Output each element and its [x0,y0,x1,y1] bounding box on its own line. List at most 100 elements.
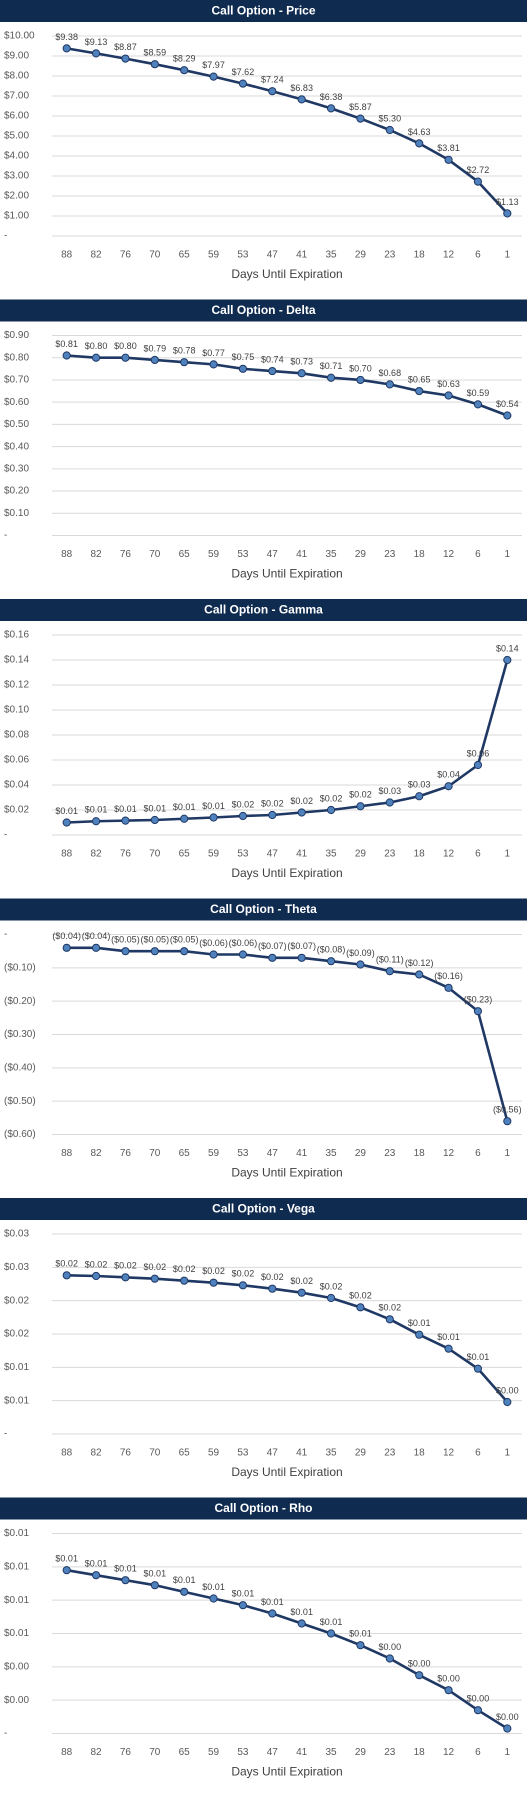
value-label: $9.38 [55,32,78,42]
x-tick-label: 65 [179,849,191,860]
data-point [238,950,248,959]
data-point [180,66,189,75]
x-tick-label: 12 [443,1148,455,1159]
y-tick-label: $5.00 [4,131,29,142]
value-label: ($0.05) [111,935,140,945]
y-tick-label: ($0.50) [4,1096,36,1107]
chart-title: Call Option - Delta [211,303,315,317]
value-label: $0.54 [496,399,519,409]
data-point [150,1274,159,1283]
data-point [297,1288,306,1297]
value-label: $0.01 [114,804,137,814]
data-point [444,983,453,992]
y-tick-label: $0.01 [4,1595,29,1606]
y-tick-label: $0.80 [4,352,29,363]
data-point [91,353,101,362]
y-tick-label: ($0.10) [4,962,36,973]
data-point [326,805,336,815]
data-point [444,155,453,164]
data-point [415,1671,424,1680]
value-label: $0.02 [114,1261,137,1271]
x-tick-label: 18 [414,1747,426,1758]
y-tick-label: $10.00 [4,31,35,42]
title-bar [0,599,527,621]
data-line [66,47,509,215]
data-point [121,1576,130,1585]
data-point [62,1566,71,1575]
data-point [297,369,306,378]
value-label: $0.01 [437,1332,460,1342]
data-point [473,177,483,186]
x-tick-label: 65 [179,250,191,261]
y-tick-label: $0.70 [4,375,29,386]
data-point [238,1281,248,1290]
x-tick-label: 53 [237,549,249,560]
value-label: $0.01 [144,803,167,813]
data-point [150,947,159,956]
value-label: $0.01 [55,1554,78,1564]
data-point [150,815,159,825]
data-point [356,1641,365,1650]
value-label: ($0.05) [141,935,170,945]
y-tick-label: - [4,1728,7,1739]
x-tick-label: 6 [475,849,481,860]
x-tick-label: 23 [384,549,396,560]
value-label: ($0.56) [493,1105,522,1115]
data-point [473,1007,483,1016]
x-tick-label: 6 [475,250,481,261]
value-label: $0.02 [320,793,343,803]
data-point [356,802,365,811]
y-tick-label: $9.00 [4,51,29,62]
data-point [180,1587,189,1596]
x-tick-label: 18 [414,549,426,560]
data-point [444,782,453,791]
x-tick-label: 41 [296,1448,308,1459]
data-line [66,946,509,1122]
y-tick-label: $0.10 [4,508,29,519]
x-tick-label: 41 [296,1747,308,1758]
data-point [91,817,101,826]
value-label: $0.02 [173,1264,196,1274]
x-tick-label: 35 [326,250,338,261]
x-tick-label: 29 [355,549,367,560]
y-tick-label: $4.00 [4,151,29,162]
chart: Call Option - Price - $1.00 $2.00 $3.00 $4.00… [0,0,527,281]
x-tick-label: 23 [384,1148,396,1159]
x-tick-label: 18 [414,250,426,261]
data-point [503,411,512,420]
x-tick-label: 70 [149,250,161,261]
value-label: $0.02 [349,790,372,800]
data-point [209,1594,218,1603]
value-label: $0.00 [496,1385,519,1395]
value-label: $0.01 [202,1582,225,1592]
value-label: $0.68 [379,368,402,378]
value-label: ($0.07) [258,941,287,951]
value-label: $0.63 [437,379,460,389]
value-label: $0.70 [349,363,372,373]
y-tick-label: $7.00 [4,91,29,102]
value-label: $0.71 [320,361,343,371]
y-tick-label: $0.10 [4,705,29,716]
data-point [356,375,365,385]
data-point [503,1397,512,1407]
y-tick-label: $0.01 [4,1528,29,1539]
data-point [473,1706,483,1715]
value-label: ($0.11) [376,955,404,965]
y-tick-label: $0.00 [4,1695,29,1706]
value-label: $0.00 [467,1694,490,1704]
y-tick-label: $0.90 [4,330,29,341]
value-label: ($0.04) [52,931,81,941]
chart-title: Call Option - Rho [215,1501,313,1515]
data-point [121,1273,130,1282]
x-axis-title: Days Until Expiration [231,267,342,281]
value-label: $0.02 [379,1303,402,1313]
y-tick-label: ($0.40) [4,1062,36,1073]
value-label: $0.03 [408,780,431,790]
y-tick-label: $1.00 [4,211,29,222]
title-bar [0,1497,527,1520]
value-label: $0.02 [232,799,255,809]
y-tick-label: ($0.30) [4,1029,36,1040]
data-point [415,970,424,979]
title-bar [0,1198,527,1220]
